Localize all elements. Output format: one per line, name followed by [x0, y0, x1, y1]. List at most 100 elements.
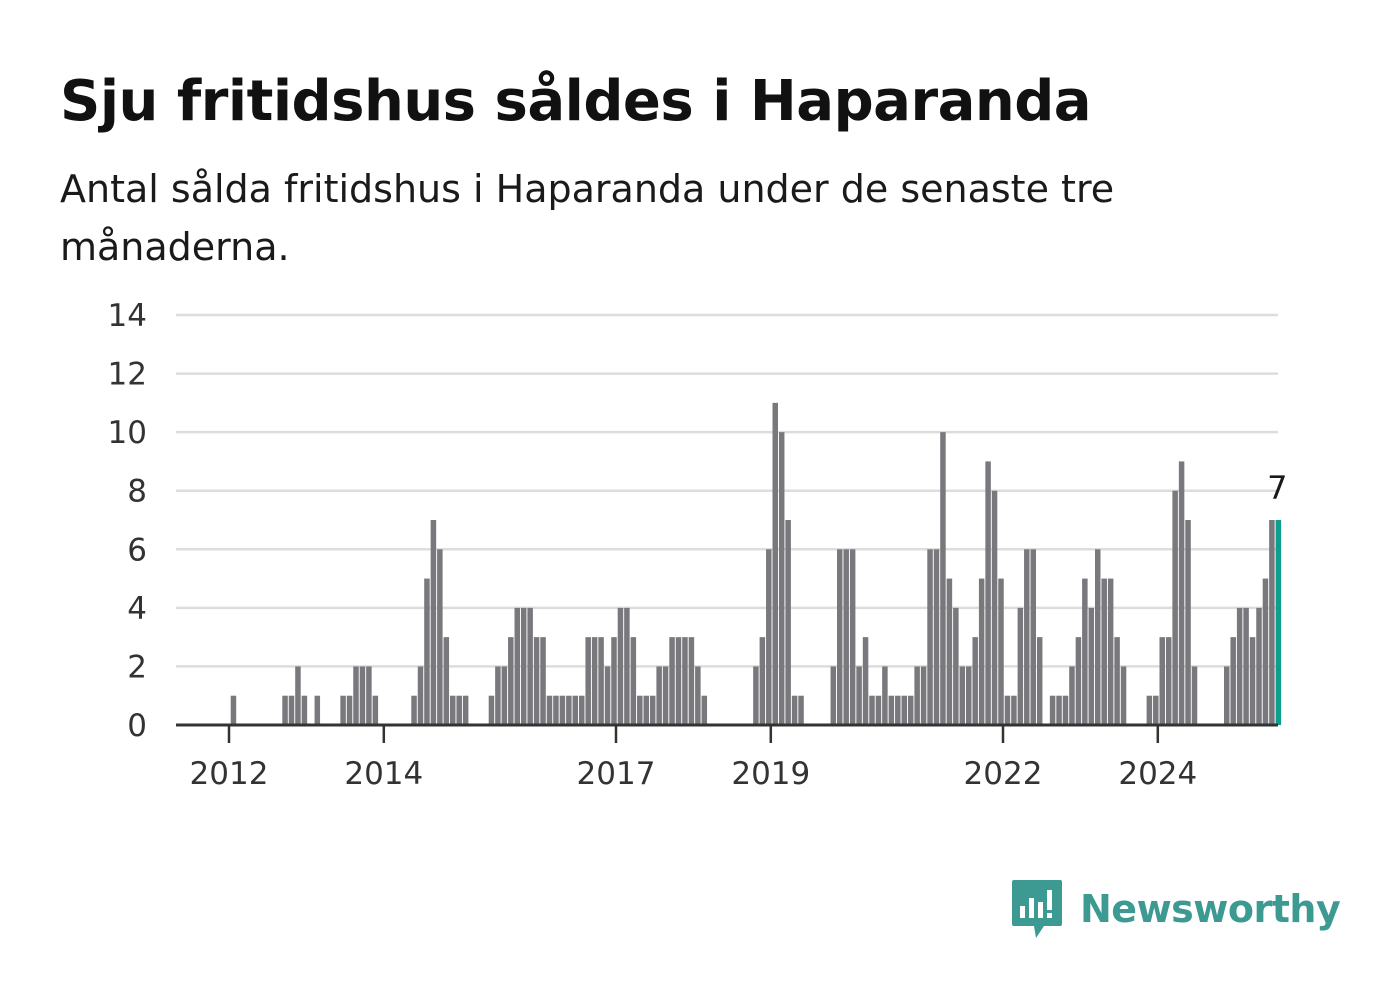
x-tick-label: 2017: [577, 756, 656, 792]
bar: [1101, 578, 1107, 725]
bar: [914, 666, 920, 725]
bar: [366, 666, 372, 725]
bar: [1030, 549, 1036, 725]
bar: [766, 549, 772, 725]
bar: [346, 695, 353, 725]
bar: [895, 695, 901, 725]
bar: [882, 666, 888, 725]
page-title: Sju fritidshus såldes i Haparanda: [60, 69, 1092, 134]
bar: [1095, 549, 1101, 725]
x-tick-label: 2019: [731, 756, 810, 792]
bar: [501, 666, 508, 725]
bar: [617, 607, 624, 725]
bar: [701, 695, 708, 725]
bar: [1236, 607, 1243, 725]
y-tick-label: 0: [127, 708, 147, 744]
bar: [585, 637, 591, 725]
bar: [546, 695, 553, 725]
bar: [437, 549, 443, 725]
bar: [411, 695, 417, 725]
y-axis-ticks: 0 2 4 6 8 10 12 14: [108, 298, 147, 744]
bar: [598, 637, 604, 725]
bar: [669, 637, 675, 725]
y-tick-label: 4: [127, 591, 147, 627]
bar: [888, 695, 895, 725]
bar: [1191, 666, 1198, 725]
bar: [488, 695, 495, 725]
bar: [1011, 695, 1017, 725]
bar: [953, 607, 959, 725]
bar: [656, 666, 662, 725]
bar: [1017, 607, 1024, 725]
newsworthy-logo[interactable]: Newsworthy: [1010, 878, 1341, 940]
bar: [1165, 637, 1172, 725]
bar: [862, 637, 869, 725]
bar: [959, 666, 966, 725]
x-tick-label: 2012: [190, 756, 269, 792]
bar: [462, 695, 469, 725]
y-tick-label: 14: [108, 298, 147, 334]
y-tick-label: 10: [108, 415, 147, 451]
bar: [946, 578, 953, 725]
bar: [662, 666, 669, 725]
bar: [1262, 578, 1269, 725]
bar: [450, 695, 456, 725]
newsworthy-logo-icon: [1012, 880, 1062, 938]
bar: [1069, 666, 1075, 725]
bar: [1224, 666, 1230, 725]
bar: [1107, 578, 1114, 725]
bar: [1024, 549, 1030, 725]
bar: [424, 578, 430, 725]
bar: [927, 549, 933, 725]
bar: [759, 637, 766, 725]
bar: [837, 549, 843, 725]
bar: [514, 607, 520, 725]
bar: [417, 666, 424, 725]
bar: [843, 549, 849, 725]
y-tick-label: 2: [127, 649, 147, 685]
bar: [1120, 666, 1127, 725]
bar: [972, 637, 978, 725]
bar: [649, 695, 656, 725]
bar: [991, 490, 998, 725]
bar: [791, 695, 798, 725]
highlight-bar: [1275, 520, 1282, 725]
bar: [772, 402, 778, 725]
bar: [688, 637, 695, 725]
page-subtitle: Antal sålda fritidshus i Haparanda under…: [60, 167, 1115, 269]
bar: [230, 695, 237, 725]
bar: [495, 666, 501, 725]
bar: [1036, 637, 1043, 725]
bar: [591, 637, 598, 725]
bar: [643, 695, 649, 725]
bar: [430, 520, 437, 725]
bar: [359, 666, 366, 725]
bar: [1243, 607, 1249, 725]
bar: [798, 695, 804, 725]
bar: [753, 666, 759, 725]
x-tick-label: 2014: [344, 756, 423, 792]
bar: [1088, 607, 1095, 725]
bar: [566, 695, 572, 725]
y-tick-label: 12: [108, 357, 147, 393]
bar: [1062, 695, 1069, 725]
bar: [282, 695, 288, 725]
bar: [611, 637, 617, 725]
bar: [520, 607, 527, 725]
bar: [353, 666, 359, 725]
bar: [1114, 637, 1120, 725]
bar: [1159, 637, 1165, 725]
bar: [856, 666, 862, 725]
bar: [637, 695, 643, 725]
bar: [1256, 607, 1262, 725]
bar: [624, 607, 630, 725]
bar: [1185, 520, 1191, 725]
bar: [675, 637, 682, 725]
highlight-value-label: 7: [1267, 469, 1287, 507]
bar: [527, 607, 533, 725]
bar: [830, 666, 837, 725]
bar: [682, 637, 688, 725]
bar: [508, 637, 514, 725]
bar: [533, 637, 540, 725]
